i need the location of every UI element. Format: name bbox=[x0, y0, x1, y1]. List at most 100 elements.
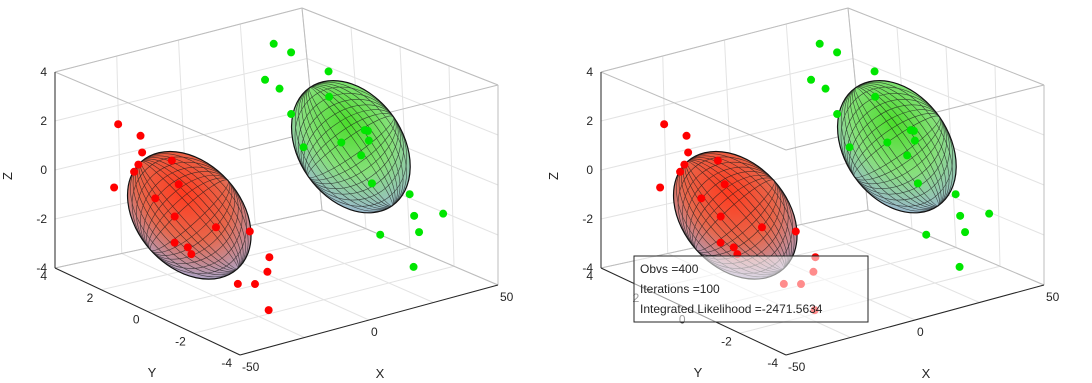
grid-line bbox=[116, 55, 123, 254]
z-tick-label: 4 bbox=[586, 65, 593, 79]
grid-line bbox=[239, 23, 256, 225]
data-point bbox=[245, 227, 254, 236]
data-point bbox=[716, 238, 725, 247]
data-point bbox=[211, 223, 220, 232]
data-point bbox=[720, 180, 729, 189]
grid-line bbox=[662, 55, 669, 254]
grid-line bbox=[193, 265, 455, 334]
data-point bbox=[410, 211, 419, 220]
box-edge bbox=[54, 7, 303, 73]
data-point bbox=[261, 75, 270, 84]
y-tick-label: 4 bbox=[586, 269, 593, 283]
box-edge bbox=[847, 7, 1045, 86]
data-point bbox=[684, 148, 693, 157]
data-point bbox=[682, 131, 691, 140]
z-tick-label: -2 bbox=[582, 212, 593, 226]
data-point bbox=[138, 148, 147, 157]
y-tick-label: -2 bbox=[175, 334, 186, 348]
data-point bbox=[757, 223, 766, 232]
mesh-line bbox=[840, 86, 954, 207]
data-point bbox=[170, 212, 179, 221]
y-tick-label: 4 bbox=[40, 269, 47, 283]
series-0-points bbox=[110, 120, 274, 315]
data-point bbox=[405, 190, 414, 199]
mesh-line bbox=[294, 81, 407, 212]
data-point bbox=[913, 179, 922, 188]
data-point bbox=[324, 67, 333, 76]
x-axis-label: X bbox=[922, 366, 931, 381]
data-point bbox=[360, 126, 369, 135]
y-axis-label: Y bbox=[148, 365, 157, 380]
annotation-line: Obvs =400 bbox=[640, 262, 699, 276]
data-point bbox=[439, 209, 448, 218]
data-point bbox=[680, 160, 689, 169]
ellipsoid-surface bbox=[290, 80, 411, 214]
ellipsoid-1 bbox=[836, 80, 957, 214]
y-tick-label: -4 bbox=[767, 356, 778, 370]
data-point bbox=[136, 131, 145, 140]
data-point bbox=[961, 228, 970, 237]
data-point bbox=[713, 156, 722, 165]
x-axis-line bbox=[239, 284, 499, 356]
data-point bbox=[922, 230, 931, 239]
data-point bbox=[415, 228, 424, 237]
x-tick-label: -50 bbox=[242, 360, 260, 374]
annotation-box: Obvs =400 Iterations =100 Integrated Likel… bbox=[633, 255, 869, 323]
ellipsoid-mesh bbox=[294, 81, 408, 212]
y-tick-label: -2 bbox=[721, 334, 732, 348]
data-point bbox=[903, 151, 912, 160]
data-point bbox=[729, 243, 738, 252]
data-point bbox=[376, 230, 385, 239]
data-point bbox=[263, 267, 272, 276]
x-tick-label: 0 bbox=[917, 325, 924, 339]
z-tick-label: 0 bbox=[40, 163, 47, 177]
data-point bbox=[233, 279, 242, 288]
data-point bbox=[871, 92, 880, 101]
grid-line bbox=[448, 65, 455, 267]
z-tick-label: -4 bbox=[36, 261, 47, 275]
annotation-line: Integrated Likelihood =-2471.5634 bbox=[640, 302, 823, 316]
data-point bbox=[325, 92, 334, 101]
series-1-points bbox=[261, 39, 448, 271]
data-point bbox=[134, 160, 143, 169]
data-point bbox=[409, 262, 418, 271]
y-axis-line bbox=[54, 267, 241, 356]
data-point bbox=[676, 167, 685, 176]
mesh-line bbox=[294, 86, 408, 207]
data-point bbox=[656, 183, 665, 192]
annotation-line: Iterations =100 bbox=[640, 282, 720, 296]
z-tick-label: 2 bbox=[40, 114, 47, 128]
x-tick-label: 50 bbox=[1046, 290, 1060, 304]
data-point bbox=[183, 243, 192, 252]
ellipsoid-mesh bbox=[840, 81, 954, 212]
ellipsoid-surface bbox=[836, 80, 957, 214]
data-point bbox=[833, 48, 842, 57]
z-tick-label: -4 bbox=[582, 261, 593, 275]
data-point bbox=[815, 39, 824, 48]
data-point bbox=[110, 183, 119, 192]
data-point bbox=[821, 84, 830, 93]
data-point bbox=[299, 143, 308, 152]
ellipsoid-0 bbox=[126, 150, 252, 280]
data-point bbox=[130, 167, 139, 176]
annotation-frame bbox=[633, 255, 869, 323]
grid-line bbox=[994, 65, 1001, 267]
data-point bbox=[174, 180, 183, 189]
data-point bbox=[275, 84, 284, 93]
data-point bbox=[151, 194, 160, 203]
data-point bbox=[114, 120, 123, 129]
data-point bbox=[955, 262, 964, 271]
data-point bbox=[791, 227, 800, 236]
z-tick-label: 2 bbox=[586, 114, 593, 128]
data-point bbox=[187, 250, 196, 259]
z-tick-label: 0 bbox=[586, 163, 593, 177]
data-point bbox=[367, 179, 376, 188]
box-edge bbox=[600, 7, 849, 73]
data-point bbox=[833, 110, 842, 119]
data-point bbox=[985, 209, 994, 218]
data-point bbox=[265, 253, 274, 262]
